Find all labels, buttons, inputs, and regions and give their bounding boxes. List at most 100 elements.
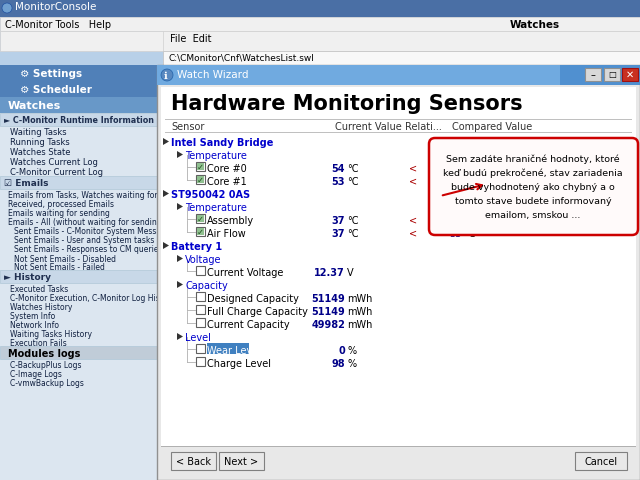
Text: Full Charge Capacity: Full Charge Capacity (207, 306, 308, 316)
Text: < Back: < Back (175, 456, 211, 466)
Text: °C: °C (347, 228, 358, 239)
Text: emailom, smskou ...: emailom, smskou ... (485, 211, 580, 219)
Text: File  Edit: File Edit (170, 34, 211, 44)
Text: <: < (409, 228, 417, 239)
Bar (0, 177, 163, 190)
Bar (197, 216, 204, 223)
Text: Wear Level: Wear Level (207, 345, 261, 355)
Bar (0, 114, 163, 127)
Text: <: < (409, 177, 417, 187)
Text: Core #1: Core #1 (207, 177, 247, 187)
Bar (0, 66, 163, 480)
Bar (196, 357, 205, 366)
Text: Emails from Tasks, Watches waiting for sen...: Emails from Tasks, Watches waiting for s… (8, 191, 180, 200)
Text: ✓: ✓ (197, 215, 204, 224)
Bar (622, 69, 638, 82)
Bar (0, 66, 163, 82)
Text: 51149: 51149 (311, 306, 345, 316)
Text: 37: 37 (332, 228, 345, 239)
Bar (575, 452, 627, 470)
Bar (163, 32, 640, 52)
Bar (159, 68, 640, 480)
Text: Watch Wizard: Watch Wizard (177, 70, 248, 80)
Text: ST950042 0AS: ST950042 0AS (171, 190, 250, 200)
Circle shape (161, 70, 173, 82)
Text: 0: 0 (339, 345, 345, 355)
Bar (157, 66, 560, 86)
Bar (0, 18, 640, 32)
Bar (196, 215, 205, 224)
Text: C-vmwBackup Logs: C-vmwBackup Logs (10, 379, 84, 388)
Text: Received, processed Emails: Received, processed Emails (8, 200, 114, 209)
Bar (219, 452, 264, 470)
Text: 98: 98 (332, 358, 345, 368)
Text: °C: °C (464, 216, 476, 226)
Text: Intel Sandy Bridge: Intel Sandy Bridge (171, 138, 273, 148)
Text: C:\CMonitor\Cnf\WatchesList.swl: C:\CMonitor\Cnf\WatchesList.swl (168, 53, 314, 62)
Text: ⚙ Scheduler: ⚙ Scheduler (20, 85, 92, 95)
Text: tomto stave budete informovaný: tomto stave budete informovaný (454, 197, 611, 205)
Text: 55: 55 (449, 216, 462, 226)
Text: Battery 1: Battery 1 (171, 241, 222, 252)
Text: ℹ: ℹ (164, 71, 168, 81)
Text: ► History: ► History (4, 273, 51, 281)
Polygon shape (177, 152, 183, 159)
Text: °C: °C (347, 164, 358, 174)
Text: Voltage: Voltage (185, 254, 221, 264)
Text: <: < (409, 216, 417, 226)
Polygon shape (177, 333, 183, 340)
Bar (165, 133, 632, 134)
Text: Cancel: Cancel (584, 456, 618, 466)
Text: mWh: mWh (347, 306, 372, 316)
Text: °C: °C (347, 177, 358, 187)
Text: –: – (591, 70, 595, 80)
Text: MonitorConsole: MonitorConsole (15, 2, 97, 12)
Text: mWh: mWh (347, 319, 372, 329)
Bar (450, 175, 480, 187)
Text: Waiting Tasks: Waiting Tasks (10, 128, 67, 137)
Bar (161, 446, 636, 447)
Text: Execution Fails: Execution Fails (10, 339, 67, 348)
Text: □: □ (608, 70, 616, 79)
Text: Designed Capacity: Designed Capacity (207, 293, 299, 303)
Text: °C: °C (347, 216, 358, 226)
Bar (171, 452, 216, 470)
Text: Charge Level: Charge Level (207, 358, 271, 368)
Bar (161, 88, 636, 452)
FancyBboxPatch shape (429, 139, 638, 236)
Text: Sent Emails - C-Monitor System Message...: Sent Emails - C-Monitor System Message..… (14, 227, 178, 236)
Bar (196, 318, 205, 327)
Text: Current Voltage: Current Voltage (207, 267, 284, 277)
Text: C-Monitor Execution, C-Monitor Log History: C-Monitor Execution, C-Monitor Log Histo… (10, 294, 175, 303)
Text: Current Capacity: Current Capacity (207, 319, 290, 329)
Text: Sem zadáte hraničné hodnoty, ktoré: Sem zadáte hraničné hodnoty, ktoré (446, 155, 620, 164)
Text: Modules logs: Modules logs (8, 348, 81, 358)
Text: ✕: ✕ (626, 70, 634, 80)
Bar (196, 305, 205, 314)
Text: Waiting Tasks History: Waiting Tasks History (10, 330, 92, 339)
Text: Sensor: Sensor (171, 122, 204, 132)
Text: ✓: ✓ (197, 176, 204, 185)
Text: Next >: Next > (224, 456, 258, 466)
Bar (157, 66, 640, 86)
Text: ✓: ✓ (197, 228, 204, 237)
Text: V: V (347, 267, 354, 277)
Polygon shape (163, 139, 169, 146)
Polygon shape (177, 204, 183, 211)
Text: Current Value: Current Value (335, 122, 402, 132)
Bar (585, 69, 601, 82)
Text: °C: °C (464, 228, 476, 239)
Bar (0, 346, 163, 359)
Text: bude vyhodnotený ako chybný a o: bude vyhodnotený ako chybný a o (451, 182, 615, 192)
Text: Watches: Watches (8, 101, 61, 111)
Bar (197, 177, 204, 184)
Text: Hardware Monitoring Sensors: Hardware Monitoring Sensors (171, 94, 523, 114)
Bar (165, 120, 632, 121)
Text: 12.37: 12.37 (314, 267, 345, 277)
Text: 53: 53 (332, 177, 345, 187)
Text: °C: °C (464, 177, 476, 187)
Bar (0, 98, 163, 114)
Text: ✓: ✓ (197, 163, 204, 172)
Text: Sent Emails - Responses to CM queries: Sent Emails - Responses to CM queries (14, 245, 163, 254)
Text: °C: °C (464, 164, 476, 174)
